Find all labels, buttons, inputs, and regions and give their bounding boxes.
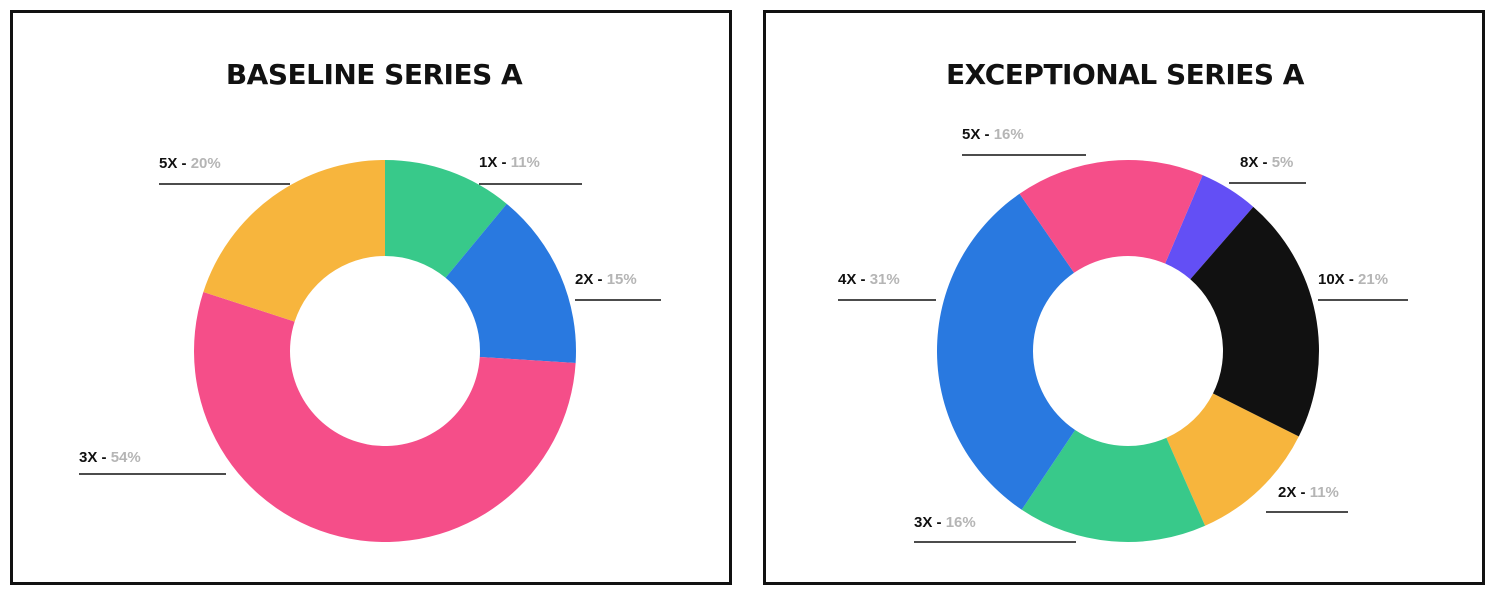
donut-chart-baseline: BASELINE SERIES A 1X - 11% 2X - 15% 3X - 5… — [79, 58, 661, 542]
slice-label-separator: - — [497, 154, 510, 171]
slice-label-5x: 5X - 20% — [159, 155, 221, 172]
slice-label-separator: - — [97, 449, 110, 466]
slice-label-name: 1X — [479, 154, 497, 171]
slice-label-separator: - — [932, 514, 945, 531]
slice-label-4x: 4X - 31% — [838, 271, 900, 288]
slice-label-name: 3X — [914, 514, 932, 531]
slice-label-3x: 3X - 16% — [914, 514, 976, 531]
slice-label-name: 4X — [838, 271, 856, 288]
slice-1x — [385, 160, 507, 278]
chart-title: EXCEPTIONAL SERIES A — [946, 58, 1305, 91]
slice-label-name: 5X — [159, 155, 177, 172]
slice-label-10x: 10X - 21% — [1318, 271, 1388, 288]
slice-label-separator: - — [980, 126, 993, 143]
slice-2x — [1166, 393, 1299, 526]
slice-labels: 8X - 5% 10X - 21% 2X - 11% 3X - 16% 4X - 31%… — [838, 126, 1408, 543]
slice-label-percent: 5% — [1272, 154, 1294, 171]
slice-5x — [1019, 160, 1203, 273]
slice-3x — [1021, 429, 1206, 542]
slice-label-percent: 16% — [994, 126, 1024, 143]
donut-slices — [194, 160, 576, 542]
slice-label-percent: 54% — [111, 449, 141, 466]
slice-label-separator: - — [177, 155, 190, 172]
slice-label-separator: - — [593, 271, 606, 288]
slice-label-percent: 16% — [946, 514, 976, 531]
slice-label-separator: - — [1345, 271, 1358, 288]
slice-3x — [194, 291, 576, 542]
slice-label-5x: 5X - 16% — [962, 126, 1024, 143]
slice-2x — [445, 203, 576, 363]
slice-label-2x: 2X - 11% — [1278, 484, 1339, 501]
slice-label-8x: 8X - 5% — [1240, 154, 1293, 171]
chart-panel-exceptional: EXCEPTIONAL SERIES A 8X - 5% 10X - 21% 2X … — [763, 10, 1485, 585]
slice-label-separator: - — [1258, 154, 1271, 171]
slice-label-percent: 15% — [607, 271, 637, 288]
slice-10x — [1190, 206, 1319, 437]
slice-label-name: 2X — [1278, 484, 1296, 501]
slice-label-1x: 1X - 11% — [479, 154, 540, 171]
slice-label-name: 8X — [1240, 154, 1258, 171]
slice-label-name: 10X — [1318, 271, 1345, 288]
slice-label-3x: 3X - 54% — [79, 449, 141, 466]
slice-labels: 1X - 11% 2X - 15% 3X - 54% 5X - 20% — [79, 154, 661, 475]
slice-5x — [203, 160, 385, 322]
slice-label-percent: 11% — [511, 154, 540, 171]
slice-label-percent: 31% — [870, 271, 900, 288]
slice-label-percent: 11% — [1310, 484, 1339, 501]
slice-4x — [937, 193, 1076, 510]
slice-label-percent: 20% — [191, 155, 221, 172]
donut-slices — [937, 160, 1319, 542]
slice-label-name: 2X — [575, 271, 593, 288]
chart-panel-baseline: BASELINE SERIES A 1X - 11% 2X - 15% 3X - 5… — [10, 10, 732, 585]
slice-label-2x: 2X - 15% — [575, 271, 637, 288]
slice-label-separator: - — [856, 271, 869, 288]
slice-label-name: 3X — [79, 449, 97, 466]
slice-label-separator: - — [1296, 484, 1309, 501]
chart-title: BASELINE SERIES A — [226, 58, 523, 91]
slice-8x — [1165, 175, 1254, 280]
slice-label-name: 5X — [962, 126, 980, 143]
donut-chart-exceptional: EXCEPTIONAL SERIES A 8X - 5% 10X - 21% 2X … — [838, 58, 1408, 543]
slice-label-percent: 21% — [1358, 271, 1388, 288]
